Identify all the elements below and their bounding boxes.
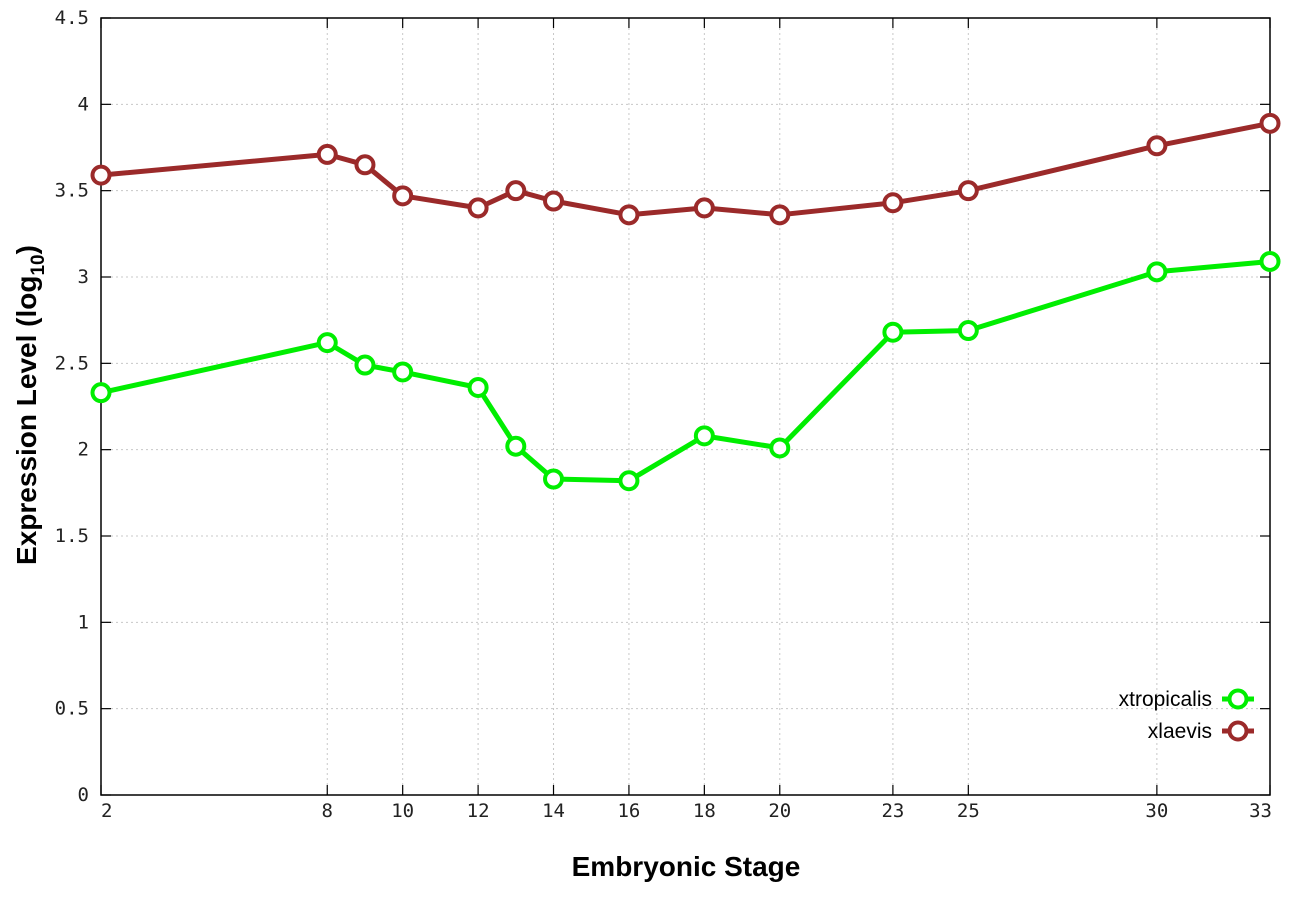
y-axis-title-close: ) xyxy=(11,245,42,254)
y-tick-label: 4 xyxy=(78,93,89,115)
y-tick-label: 4.5 xyxy=(55,7,89,29)
x-tick-label: 20 xyxy=(768,800,791,822)
legend: xtropicalis xlaevis xyxy=(1119,688,1254,743)
data-point-xtropicalis xyxy=(354,354,376,376)
data-point-xtropicalis xyxy=(316,332,338,354)
y-tick-label: 3.5 xyxy=(55,180,89,202)
data-point-xlaevis xyxy=(90,164,112,186)
data-point-xlaevis xyxy=(1146,135,1168,157)
data-point-xlaevis xyxy=(693,197,715,219)
x-tick-label: 25 xyxy=(957,800,980,822)
x-tick-label: 33 xyxy=(1249,800,1272,822)
data-point-xlaevis xyxy=(505,180,527,202)
data-point-xlaevis xyxy=(769,204,791,226)
data-point-xtropicalis xyxy=(467,377,489,399)
legend-marker-swatch xyxy=(1227,720,1249,742)
series-line-xlaevis xyxy=(100,120,1271,218)
legend-label: xlaevis xyxy=(1148,720,1212,743)
data-point-xlaevis xyxy=(618,204,640,226)
y-axis-title-subscript: 10 xyxy=(28,254,49,275)
x-tick-label: 2 xyxy=(101,800,112,822)
data-point-xtropicalis xyxy=(957,320,979,342)
legend-item-xlaevis: xlaevis xyxy=(1148,720,1254,743)
data-point-xtropicalis xyxy=(1146,261,1168,283)
x-tick-label: 14 xyxy=(542,800,565,822)
data-point-xlaevis xyxy=(354,154,376,176)
data-point-xlaevis xyxy=(543,190,565,212)
data-point-xlaevis xyxy=(882,192,904,214)
x-tick-label: 16 xyxy=(617,800,640,822)
data-point-xlaevis xyxy=(957,180,979,202)
data-point-xtropicalis xyxy=(618,470,640,492)
legend-label: xtropicalis xyxy=(1119,688,1212,711)
data-point-xtropicalis xyxy=(882,321,904,343)
data-point-xlaevis xyxy=(1259,112,1281,134)
series-xtropicalis xyxy=(90,250,1281,492)
y-axis-title: Expression Level (log10) xyxy=(11,245,49,565)
data-point-xtropicalis xyxy=(1259,250,1281,272)
legend-marker-swatch xyxy=(1227,688,1249,710)
y-tick-label: 0 xyxy=(78,784,89,806)
data-point-xtropicalis xyxy=(769,437,791,459)
series-layer xyxy=(90,112,1281,492)
ticks-layer: 0 0.5 1 1.5 2 2.5 3 3.5 4 4.5 2 8 10 12 14 16 18 20 23 25 30… xyxy=(55,7,1272,822)
series-xlaevis xyxy=(90,112,1281,226)
y-tick-label: 0.5 xyxy=(55,698,89,720)
data-point-xlaevis xyxy=(392,185,414,207)
grid-layer xyxy=(101,18,1270,795)
data-point-xtropicalis xyxy=(505,435,527,457)
plot-frame xyxy=(100,17,1271,796)
x-tick-label: 23 xyxy=(881,800,904,822)
x-tick-label: 10 xyxy=(391,800,414,822)
data-point-xtropicalis xyxy=(392,361,414,383)
y-tick-label: 2 xyxy=(78,439,89,461)
legend-item-xtropicalis: xtropicalis xyxy=(1119,688,1254,711)
series-line-xtropicalis xyxy=(100,259,1271,484)
y-tick-label: 1.5 xyxy=(55,525,89,547)
y-tick-label: 3 xyxy=(78,266,89,288)
data-point-xlaevis xyxy=(316,143,338,165)
y-axis-title-main: Expression Level (log xyxy=(11,276,42,565)
data-point-xtropicalis xyxy=(693,425,715,447)
y-tick-label: 1 xyxy=(78,611,89,633)
data-point-xtropicalis xyxy=(543,468,565,490)
y-tick-label: 2.5 xyxy=(55,352,89,374)
x-tick-label: 30 xyxy=(1145,800,1168,822)
x-tick-label: 18 xyxy=(693,800,716,822)
x-tick-label: 8 xyxy=(322,800,333,822)
data-point-xlaevis xyxy=(467,197,489,219)
x-axis-title: Embryonic Stage xyxy=(572,851,801,882)
x-tick-label: 12 xyxy=(467,800,490,822)
data-point-xtropicalis xyxy=(90,382,112,404)
